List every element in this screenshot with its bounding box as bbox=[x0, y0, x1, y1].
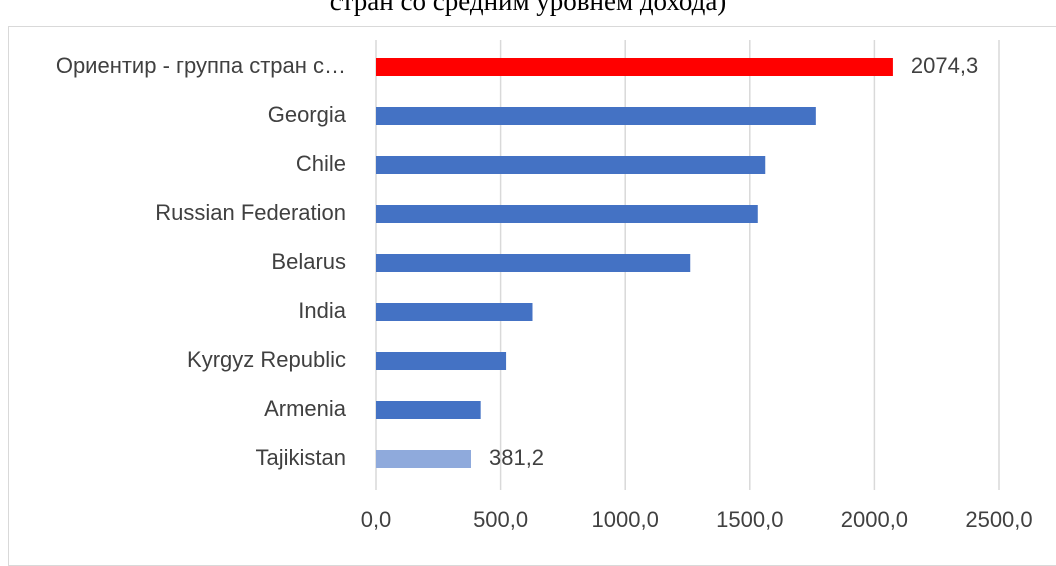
category-label: Ориентир - группа стран с… bbox=[56, 53, 346, 78]
chart-caption: стран со средним уровнем дохода) bbox=[329, 0, 727, 16]
category-label: Belarus bbox=[271, 249, 346, 274]
x-tick-labels: 0,0 500,0 1000,0 1500,0 2000,0 2500,0 bbox=[361, 507, 1033, 532]
x-tick-label: 1500,0 bbox=[716, 507, 783, 532]
category-label: Georgia bbox=[268, 102, 347, 127]
bar bbox=[376, 107, 816, 125]
bar bbox=[376, 254, 691, 272]
category-label: Kyrgyz Republic bbox=[187, 347, 346, 372]
bar bbox=[376, 401, 481, 419]
bar bbox=[376, 352, 507, 370]
bar bbox=[376, 205, 758, 223]
data-labels: 2074,3 381,2 bbox=[489, 53, 978, 470]
data-label: 381,2 bbox=[489, 445, 544, 470]
x-tick-label: 1000,0 bbox=[592, 507, 659, 532]
data-label: 2074,3 bbox=[911, 53, 978, 78]
category-label: Russian Federation bbox=[155, 200, 346, 225]
category-label: Armenia bbox=[264, 396, 347, 421]
bar bbox=[376, 450, 471, 468]
bar bbox=[376, 156, 766, 174]
x-tick-label: 2500,0 bbox=[965, 507, 1032, 532]
bars bbox=[376, 58, 893, 468]
category-label: Chile bbox=[296, 151, 346, 176]
category-label: Tajikistan bbox=[256, 445, 346, 470]
bar bbox=[376, 58, 893, 76]
bar bbox=[376, 303, 533, 321]
bar-chart: Ориентир - группа стран с… Georgia Chile Ru… bbox=[56, 40, 1033, 532]
category-label: India bbox=[298, 298, 346, 323]
x-tick-label: 0,0 bbox=[361, 507, 392, 532]
x-tick-label: 2000,0 bbox=[841, 507, 908, 532]
x-tick-label: 500,0 bbox=[473, 507, 528, 532]
category-labels: Ориентир - группа стран с… Georgia Chile Ru… bbox=[56, 53, 347, 470]
